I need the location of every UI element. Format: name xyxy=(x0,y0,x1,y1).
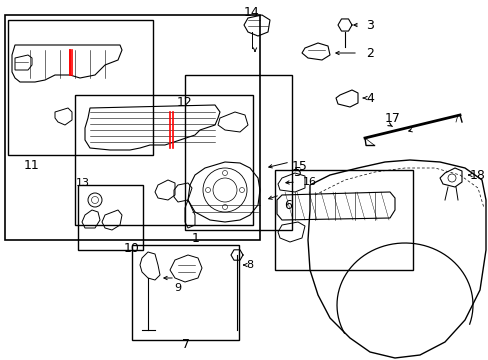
Text: 3: 3 xyxy=(366,18,373,32)
Bar xyxy=(78,185,142,250)
Text: 16: 16 xyxy=(303,177,316,187)
Text: 13: 13 xyxy=(76,178,90,188)
Text: 12: 12 xyxy=(177,95,192,108)
Bar xyxy=(184,75,291,230)
Bar xyxy=(75,95,252,225)
Text: 6: 6 xyxy=(284,198,291,212)
Text: 9: 9 xyxy=(174,283,181,293)
Bar xyxy=(5,15,260,240)
Bar xyxy=(8,20,153,155)
Text: 18: 18 xyxy=(469,168,485,181)
Bar xyxy=(132,245,239,340)
Text: 14: 14 xyxy=(244,5,259,18)
Text: 4: 4 xyxy=(366,91,373,104)
Text: 10: 10 xyxy=(124,242,140,255)
Text: 2: 2 xyxy=(366,46,373,59)
Text: 1: 1 xyxy=(192,231,200,244)
Text: 8: 8 xyxy=(246,260,253,270)
Text: 17: 17 xyxy=(384,112,400,125)
Text: 15: 15 xyxy=(291,159,307,172)
Text: 7: 7 xyxy=(182,338,190,351)
Text: 5: 5 xyxy=(293,166,302,179)
Text: 11: 11 xyxy=(24,158,40,171)
Bar xyxy=(274,170,412,270)
